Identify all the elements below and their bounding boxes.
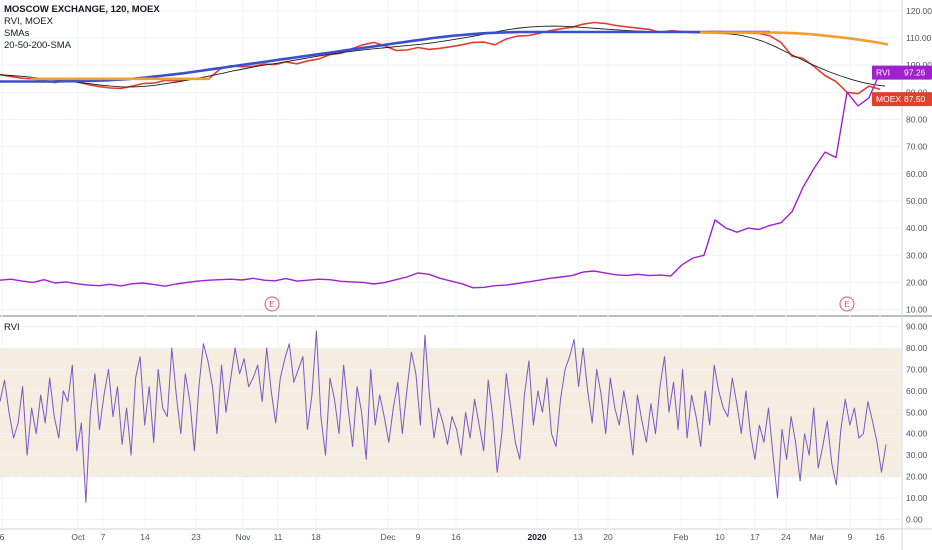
price-tags: RVI 97.26 MOEX 87.50 — [872, 65, 932, 107]
rvi-line — [0, 330, 887, 503]
x-tick-label: 11 — [274, 532, 283, 542]
rvi-y-tick-label: 70.00 — [906, 364, 928, 374]
x-tick-label: 2020 — [528, 532, 547, 542]
time-axis: 6 Oct 7 14 23 Nov 11 18 Dec 9 16 2020 13 20 Feb 10 17 24 M… — [0, 532, 885, 542]
main-y-tick-label: 10.00 — [906, 305, 928, 315]
legend-rvi-moex[interactable]: RVI, MOEX — [4, 16, 53, 27]
x-tick-label: 16 — [875, 532, 885, 542]
x-tick-label: 6 — [0, 532, 5, 542]
main-y-tick-label: 60.00 — [906, 169, 928, 179]
x-tick-label: Mar — [810, 532, 825, 542]
main-y-tick-label: 80.00 — [906, 114, 928, 124]
x-tick-label: 23 — [191, 532, 201, 542]
event-label: E — [269, 300, 274, 309]
x-tick-label: 16 — [451, 532, 461, 542]
x-tick-label: 13 — [573, 532, 583, 542]
rvi-y-tick-label: 50.00 — [906, 407, 928, 417]
x-tick-label: 9 — [848, 532, 853, 542]
rvi-price-tag-label: RVI — [876, 68, 890, 78]
legend-rvi-pane[interactable]: RVI — [4, 322, 20, 333]
rvi-y-tick-label: 80.00 — [906, 343, 928, 353]
price-axis: 120.00110.00100.0090.0080.0070.0060.0050… — [906, 6, 932, 315]
event-marker: E — [839, 296, 855, 312]
x-tick-label: 17 — [750, 532, 760, 542]
event-circle — [839, 296, 855, 312]
main-y-tick-label: 120.00 — [906, 6, 932, 16]
x-tick-label: Nov — [235, 532, 251, 542]
rvi-y-tick-label: 10.00 — [906, 493, 928, 503]
event-circle — [264, 296, 280, 312]
x-tick-label: Oct — [71, 532, 85, 542]
moex-price-tag-value: 87.50 — [904, 94, 926, 104]
rvi-price-tag: RVI 97.26 — [872, 65, 932, 80]
x-tick-label: 20 — [603, 532, 613, 542]
main-y-tick-label: 50.00 — [906, 196, 928, 206]
event-marker: E — [264, 296, 280, 312]
rvi-y-tick-label: 0.00 — [906, 514, 923, 524]
x-tick-label: 9 — [416, 532, 421, 542]
x-tick-label: 18 — [311, 532, 321, 542]
main-y-tick-label: 110.00 — [906, 33, 932, 43]
rvi-axis: 90.00 80.00 70.00 60.00 50.00 40.00 30.00 20.00… — [906, 322, 928, 525]
legend-symbol-title[interactable]: MOSCOW EXCHANGE, 120, MOEX — [4, 4, 160, 15]
x-tick-label: 7 — [101, 532, 106, 542]
x-tick-label: 10 — [715, 532, 725, 542]
rvi-y-tick-label: 90.00 — [906, 322, 928, 332]
main-y-tick-label: 100.00 — [906, 60, 932, 70]
sma200-line-late — [700, 31, 889, 46]
rvi-y-tick-label: 40.00 — [906, 429, 928, 439]
moex-price-tag-label: MOEX — [876, 94, 901, 104]
event-label: E — [844, 300, 849, 309]
legend-smas[interactable]: SMAs — [4, 28, 30, 39]
rvi-y-tick-label: 20.00 — [906, 472, 928, 482]
main-y-tick-label: 20.00 — [906, 277, 928, 287]
x-tick-label: 14 — [140, 532, 150, 542]
rvi-y-tick-label: 30.00 — [906, 450, 928, 460]
sma20-line — [0, 25, 886, 88]
sma50-line — [0, 30, 770, 83]
rvi-y-tick-label: 60.00 — [906, 386, 928, 396]
rvi-price-tag-value: 97.26 — [904, 68, 926, 78]
main-y-tick-label: 30.00 — [906, 250, 928, 260]
x-tick-label: 24 — [781, 532, 791, 542]
main-y-tick-label: 70.00 — [906, 142, 928, 152]
moex-price-tag: MOEX 87.50 — [872, 92, 932, 107]
legend-sma-set[interactable]: 20-50-200-SMA — [4, 40, 72, 51]
main-y-tick-label: 40.00 — [906, 223, 928, 233]
x-tick-label: Dec — [380, 532, 396, 542]
rvi-overlay-line — [0, 72, 881, 289]
rvi-price-tag-bg — [872, 65, 932, 80]
rvi-indicator-pane — [0, 326, 902, 520]
x-tick-label: Feb — [674, 532, 689, 542]
moex-price-tag-bg — [872, 92, 932, 107]
